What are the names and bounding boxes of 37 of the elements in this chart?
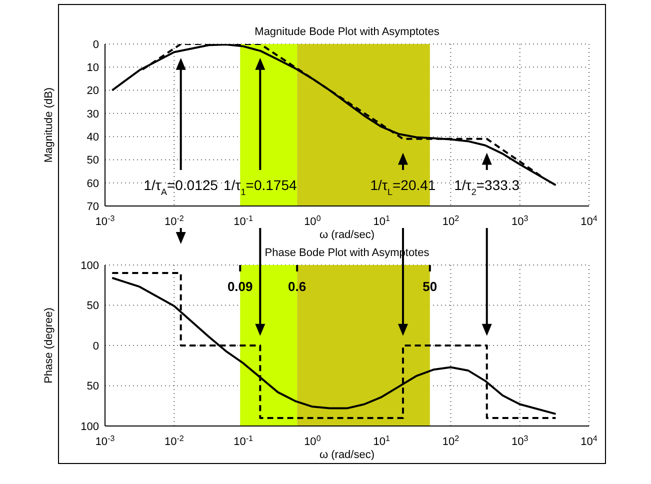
x-tick-label: 10$^{3}$ bbox=[512, 434, 529, 448]
x-tick-label: 10$^{2}$ bbox=[442, 214, 460, 228]
y-tick-label: 0 bbox=[92, 38, 99, 51]
y-tick-label: 50 bbox=[86, 380, 99, 393]
x-axis-title: ω (rad/sec) bbox=[319, 449, 375, 461]
y-tick-label: 70 bbox=[86, 200, 99, 213]
x-tick-label: 10$^{-2}$ bbox=[164, 434, 184, 448]
x-tick-label: 10$^{-2}$ bbox=[164, 214, 184, 228]
x-tick-label: 10$^{1}$ bbox=[373, 214, 390, 228]
x-tick-label: 10$^{2}$ bbox=[442, 434, 460, 448]
y-tick-label: 40 bbox=[86, 131, 99, 144]
y-tick-label: 20 bbox=[86, 85, 99, 98]
y-axis-title: Magnitude (dB) bbox=[42, 87, 55, 163]
x-tick-label: 10$^{0}$ bbox=[304, 434, 322, 448]
chart-title: Magnitude Bode Plot with Asymptotes bbox=[254, 26, 440, 38]
y-tick-label: 10 bbox=[86, 62, 99, 74]
x-tick-label: 10$^{-1}$ bbox=[234, 434, 254, 448]
y-tick-label: 100 bbox=[80, 260, 99, 272]
x-tick-label: 10$^{0}$ bbox=[304, 214, 322, 228]
y-axis-title: Phase (degree) bbox=[42, 308, 55, 384]
annotation: 1/τ$_{A}$=0.0125 bbox=[144, 177, 218, 197]
x-tick-label: 10$^{-3}$ bbox=[95, 434, 116, 448]
y-tick-label: 60 bbox=[86, 178, 99, 190]
x-tick-label: 10$^{4}$ bbox=[580, 214, 598, 228]
x-tick-label: 10$^{4}$ bbox=[580, 434, 598, 448]
x-axis-title: ω (rad/sec) bbox=[319, 229, 375, 241]
x-tick-label: 10$^{1}$ bbox=[373, 434, 390, 448]
x-tick-label: 10$^{-3}$ bbox=[95, 214, 116, 228]
x-tick-label: 10$^{3}$ bbox=[512, 214, 529, 228]
y-tick-label: 0 bbox=[92, 340, 99, 352]
y-tick-label: 50 bbox=[86, 154, 99, 167]
ref-line-label: 0.6 bbox=[288, 279, 306, 294]
x-tick-label: 10$^{-1}$ bbox=[234, 214, 254, 228]
y-tick-label: 30 bbox=[86, 108, 99, 120]
y-tick-label: 100 bbox=[80, 420, 99, 433]
y-tick-label: 50 bbox=[86, 300, 99, 312]
annotation: 1/τ$_{2}$=333.3 bbox=[454, 177, 520, 197]
